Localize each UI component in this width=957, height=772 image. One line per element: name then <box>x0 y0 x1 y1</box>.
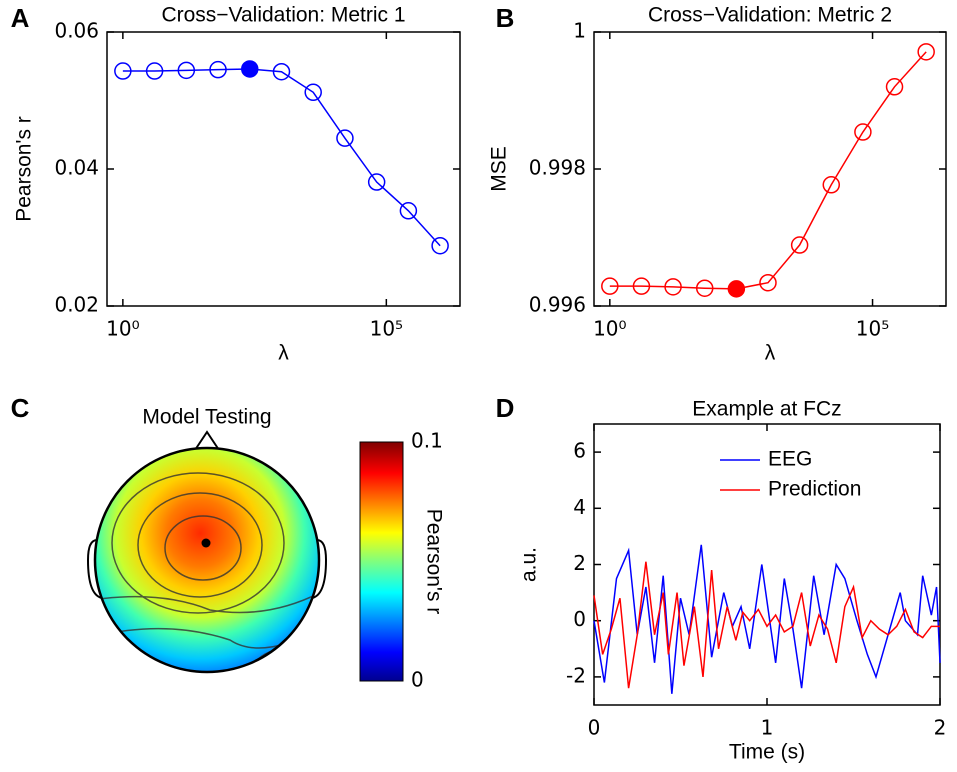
x-tick-label: 10⁰ <box>106 317 139 341</box>
data-point <box>114 62 132 80</box>
x-tick-label: 2 <box>934 716 947 740</box>
panel-label: C <box>11 393 30 423</box>
x-axis-label: λ <box>765 342 776 365</box>
head-outline <box>93 446 321 674</box>
x-tick-label: 10⁵ <box>856 317 889 341</box>
panel-label: D <box>496 393 515 423</box>
colorbar-label: Pearson's r <box>422 509 445 615</box>
x-tick-label: 1 <box>761 716 774 740</box>
data-point <box>145 62 164 80</box>
x-tick-label: 0 <box>588 716 601 740</box>
electrode <box>201 538 211 548</box>
y-tick-label: 4 <box>573 495 586 519</box>
data-point <box>601 277 619 295</box>
y-tick-label: 1 <box>573 19 586 43</box>
y-tick-label: -2 <box>566 663 586 687</box>
chart-title: Example at FCz <box>692 398 841 421</box>
x-axis-label: Time (s) <box>729 741 805 764</box>
topoplot <box>86 430 404 682</box>
panel-label: B <box>496 3 515 33</box>
data-point <box>695 279 714 297</box>
x-axis-label: λ <box>278 342 289 365</box>
y-tick-label: 2 <box>573 551 586 575</box>
legend-label: EEG <box>768 448 812 471</box>
colorbar-tick-label: 0 <box>411 668 424 692</box>
data-point <box>822 176 841 194</box>
data-point <box>336 129 354 147</box>
data-point <box>209 60 227 79</box>
head-map <box>95 448 319 672</box>
data-point <box>790 236 809 254</box>
chart-title: Model Testing <box>142 406 271 429</box>
y-tick-label: 6 <box>573 439 586 463</box>
series-line <box>593 544 941 694</box>
series-line <box>122 68 441 247</box>
panel-label: A <box>11 3 30 33</box>
axes-box <box>593 31 947 307</box>
data-point <box>854 123 872 141</box>
data-point <box>727 280 746 298</box>
y-axis-label: a.u. <box>518 547 541 582</box>
data-point <box>304 83 322 102</box>
y-tick-label: 0.04 <box>54 156 99 180</box>
data-point <box>632 277 651 295</box>
series-line <box>609 51 927 290</box>
y-tick-label: 0.996 <box>529 293 586 317</box>
y-tick-label: 0 <box>573 607 586 631</box>
x-tick-label: 10⁰ <box>593 317 626 341</box>
data-point <box>664 278 682 296</box>
data-point <box>759 273 777 292</box>
y-tick-label: 0.06 <box>54 19 99 43</box>
data-point <box>431 236 449 255</box>
ear <box>86 539 103 599</box>
data-point <box>917 43 935 61</box>
chart-title: Cross−Validation: Metric 1 <box>161 4 405 27</box>
data-point <box>367 173 386 191</box>
y-axis-label: Pearson's r <box>13 116 36 222</box>
colorbar <box>359 441 404 682</box>
x-tick-label: 10⁵ <box>370 317 403 341</box>
ear <box>311 539 328 599</box>
y-tick-label: 0.998 <box>529 156 586 180</box>
series-line <box>593 561 940 689</box>
y-tick-label: 0.02 <box>54 293 99 317</box>
data-point <box>399 202 418 220</box>
data-point <box>177 61 196 80</box>
legend-label: Prediction <box>768 478 861 501</box>
data-point <box>885 78 904 96</box>
data-point <box>272 62 291 81</box>
colorbar-tick-label: 0.1 <box>411 429 443 453</box>
chart-title: Cross−Validation: Metric 2 <box>648 4 892 27</box>
y-axis-label: MSE <box>488 146 511 192</box>
nose <box>194 430 220 451</box>
data-point <box>241 60 259 78</box>
